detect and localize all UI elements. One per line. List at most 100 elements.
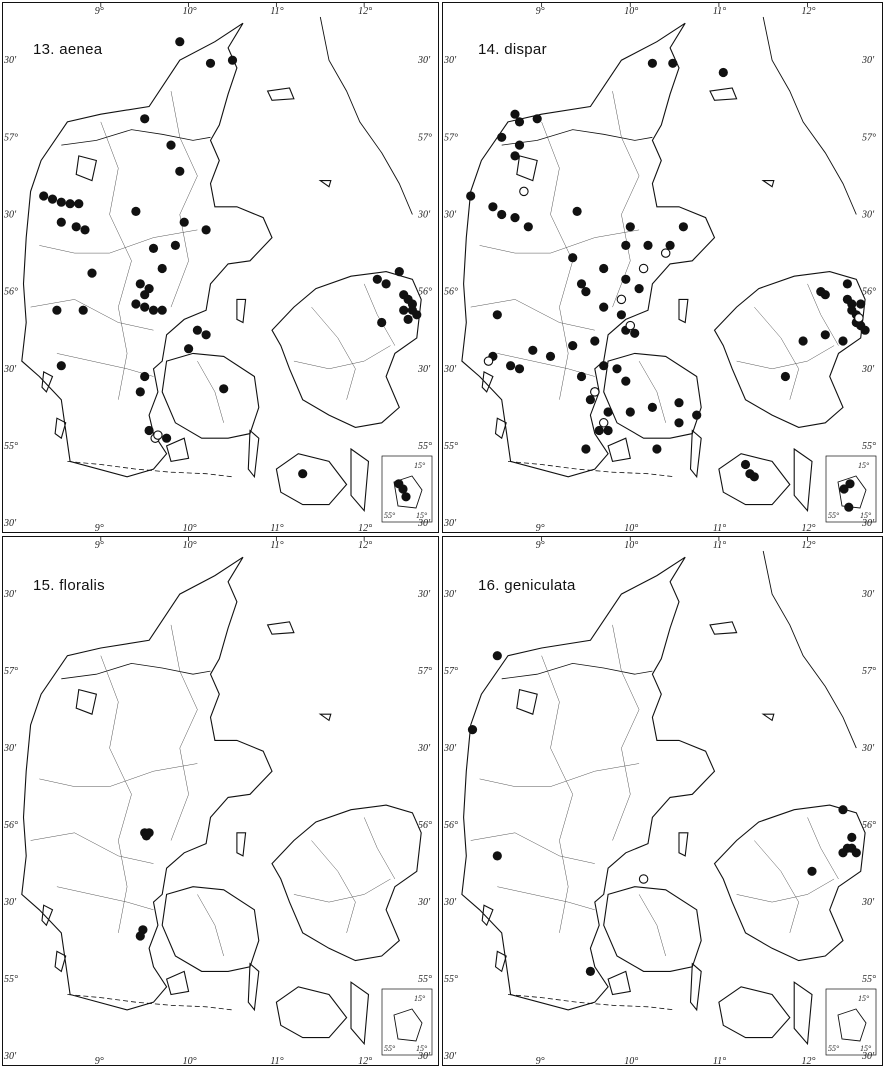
lat-tick-right: 30' xyxy=(861,55,875,66)
bornholm-inset: 15° 55° 15° xyxy=(381,988,433,1056)
lon-tick-top: 10° xyxy=(624,6,638,17)
lat-tick-right: 30' xyxy=(861,1051,875,1062)
record-dot xyxy=(399,305,409,315)
lat-tick-right: 30' xyxy=(417,589,431,600)
jutland-coast xyxy=(21,22,273,478)
record-dot xyxy=(80,225,90,235)
lon-tick-bottom: 9° xyxy=(536,523,545,533)
lon-tick-bottom: 10° xyxy=(183,1056,197,1066)
record-dot xyxy=(157,263,167,274)
romo-coast xyxy=(494,950,507,973)
record-open-circle xyxy=(590,387,600,397)
fano-coast xyxy=(481,904,494,927)
district-boundary xyxy=(754,306,799,400)
coastline-layer xyxy=(21,556,422,1046)
laeso-coast xyxy=(266,621,295,635)
map-canvas: 15° 55° 15° 9° 9° 10° 10° 11° 11° 12° 12° 30' 57° 30'… xyxy=(3,537,433,1066)
record-dot xyxy=(581,444,591,454)
lat-tick-right: 30' xyxy=(861,209,875,220)
bornholm-coast xyxy=(837,1008,867,1042)
district-boundary xyxy=(638,360,666,423)
district-boundary xyxy=(638,894,666,957)
record-dot xyxy=(497,132,507,142)
record-dot xyxy=(148,305,159,315)
lon-tick-bottom: 9° xyxy=(95,523,104,533)
district-boundary xyxy=(39,763,198,787)
lat-tick-right: 57° xyxy=(418,666,432,677)
inset-lon-tick: 15° xyxy=(860,1044,872,1053)
samso-coast xyxy=(678,298,689,324)
record-dot xyxy=(131,206,141,216)
lon-tick-top: 10° xyxy=(624,540,638,551)
mors-coast xyxy=(516,688,538,715)
lon-tick-top: 10° xyxy=(183,540,197,551)
record-dot xyxy=(488,202,498,212)
lat-tick-right: 30' xyxy=(417,1051,431,1062)
map-canvas: 15° 55° 15° 9° 9° 10° 10° 11° 11° 12° 12° 30' 57° 30'… xyxy=(443,537,877,1066)
lat-tick-left: 30' xyxy=(443,518,457,529)
lat-tick-right: 56° xyxy=(862,287,876,298)
records-layer xyxy=(466,58,870,512)
district-boundary xyxy=(612,624,640,841)
map-panel-floralis: 15° 55° 15° 9° 9° 10° 10° 11° 11° 12° 12° 30' 57° 30'… xyxy=(2,536,439,1066)
als-coast xyxy=(165,970,190,996)
lat-tick-right: 30' xyxy=(861,518,875,529)
bornholm-coast xyxy=(837,475,867,509)
record-dot xyxy=(71,222,81,232)
record-dot xyxy=(621,274,631,284)
lon-tick-bottom: 9° xyxy=(536,1056,545,1066)
lat-tick-left: 55° xyxy=(444,441,458,452)
record-dot xyxy=(718,67,728,78)
lon-tick-bottom: 9° xyxy=(95,1056,104,1066)
lat-tick-right: 56° xyxy=(418,287,432,298)
record-dot xyxy=(674,398,684,408)
record-dot xyxy=(621,240,631,250)
fano-coast xyxy=(481,371,494,393)
records-layer xyxy=(467,651,861,976)
lon-tick-bottom: 10° xyxy=(624,523,638,533)
record-dot xyxy=(749,472,759,482)
sweden-coast xyxy=(319,16,413,215)
record-dot xyxy=(87,268,97,278)
record-dot xyxy=(157,305,167,315)
anholt-coast xyxy=(761,180,775,188)
sweden-coast xyxy=(762,550,857,749)
record-dot xyxy=(510,109,520,119)
inset-frame xyxy=(381,988,433,1056)
district-boundary xyxy=(541,655,573,933)
record-dot xyxy=(668,58,678,68)
record-dot xyxy=(674,418,684,428)
bornholm-inset: 15° 55° 15° xyxy=(825,988,877,1056)
record-dot xyxy=(140,114,150,124)
langeland-coast xyxy=(247,962,260,1012)
funen-coast xyxy=(603,886,702,972)
map-canvas: 15° 55° 15° 9° 9° 10° 10° 11° 11° 12° 12° 30' 57° 30'… xyxy=(443,3,877,533)
record-dot xyxy=(568,253,578,263)
record-dot xyxy=(581,287,591,297)
record-dot xyxy=(492,310,502,320)
coastline-layer xyxy=(21,16,422,513)
record-open-circle xyxy=(638,874,649,884)
record-open-circle xyxy=(854,313,864,323)
border-line xyxy=(67,994,233,1011)
record-dot xyxy=(201,330,211,340)
lat-tick-right: 57° xyxy=(862,132,876,143)
border-line xyxy=(67,461,233,478)
record-open-circle xyxy=(625,320,636,331)
record-dot xyxy=(412,310,422,320)
inset-lat-tick: 55° xyxy=(828,511,840,520)
lolland-coast xyxy=(275,986,348,1039)
lon-tick-bottom: 12° xyxy=(802,523,816,533)
records-layer xyxy=(135,828,154,941)
record-dot xyxy=(807,866,817,876)
lat-tick-left: 30' xyxy=(443,743,457,754)
district-boundary xyxy=(197,894,224,957)
record-dot xyxy=(647,402,657,412)
lat-tick-left: 30' xyxy=(443,55,457,66)
inset-lon-tick: 15° xyxy=(860,511,872,520)
district-lines xyxy=(30,91,396,423)
mors-coast xyxy=(516,155,538,182)
lon-tick-top: 12° xyxy=(358,540,372,551)
record-dot xyxy=(140,371,150,382)
lat-tick-left: 30' xyxy=(443,364,457,375)
